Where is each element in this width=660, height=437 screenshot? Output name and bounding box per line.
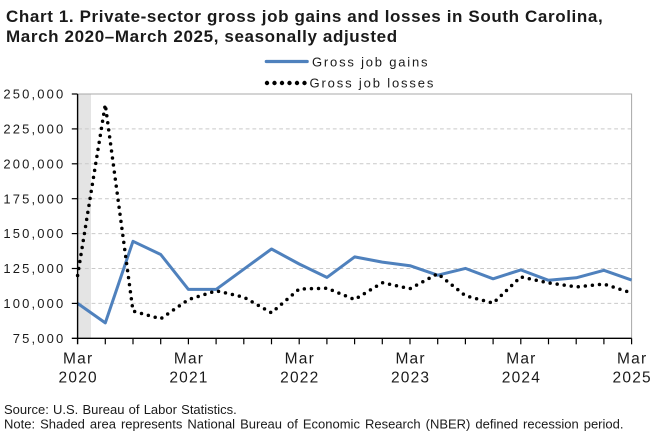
- svg-text:Gross job gains: Gross job gains: [312, 55, 429, 70]
- svg-text:Mar: Mar: [617, 350, 647, 367]
- svg-text:Mar: Mar: [506, 350, 536, 367]
- svg-text:75,000: 75,000: [13, 331, 66, 346]
- svg-text:175,000: 175,000: [3, 191, 65, 206]
- svg-text:Mar: Mar: [395, 350, 425, 367]
- svg-text:Note: Shaded area represents N: Note: Shaded area represents National Bu…: [4, 417, 623, 432]
- svg-text:2020: 2020: [59, 370, 98, 387]
- svg-text:Mar: Mar: [174, 350, 204, 367]
- svg-text:2022: 2022: [280, 370, 319, 387]
- svg-text:Chart 1. Private-sector gross: Chart 1. Private-sector gross job gains …: [6, 7, 603, 26]
- svg-text:March 2020–March 2025, seasona: March 2020–March 2025, seasonally adjust…: [6, 27, 398, 46]
- svg-text:2025: 2025: [613, 370, 652, 387]
- svg-text:Mar: Mar: [285, 350, 315, 367]
- svg-text:100,000: 100,000: [3, 296, 65, 311]
- svg-text:2023: 2023: [391, 370, 430, 387]
- svg-text:Gross job losses: Gross job losses: [310, 76, 436, 91]
- svg-text:2021: 2021: [169, 370, 208, 387]
- svg-text:200,000: 200,000: [3, 156, 65, 171]
- svg-text:225,000: 225,000: [3, 122, 65, 137]
- svg-text:Mar: Mar: [63, 350, 93, 367]
- svg-text:150,000: 150,000: [3, 226, 65, 241]
- svg-text:Source: U.S. Bureau of Labor S: Source: U.S. Bureau of Labor Statistics.: [4, 402, 237, 417]
- svg-text:125,000: 125,000: [3, 261, 65, 276]
- svg-text:2024: 2024: [502, 370, 541, 387]
- svg-text:250,000: 250,000: [3, 87, 65, 102]
